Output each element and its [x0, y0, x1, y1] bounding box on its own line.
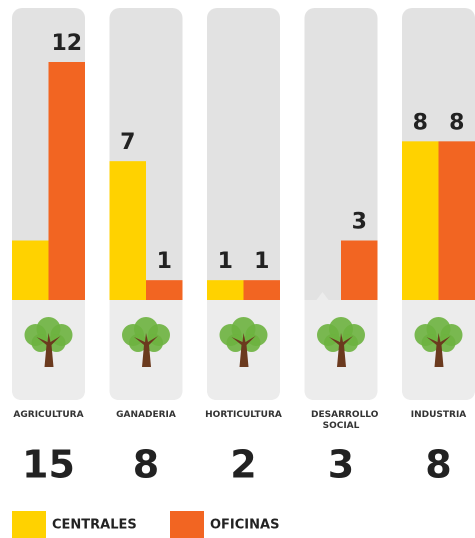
category-label: AGRICULTURA: [4, 410, 94, 421]
total-label: 2: [230, 443, 256, 487]
legend-swatch: [170, 511, 204, 538]
category-label: INDUSTRIA: [394, 410, 475, 421]
legend-label: OFICINAS: [210, 518, 279, 533]
value-label: 1: [254, 249, 269, 274]
bar: [439, 141, 475, 300]
bar: [244, 280, 281, 300]
total-label: 8: [425, 443, 451, 487]
legend-label: CENTRALES: [52, 518, 137, 533]
value-label: 8: [449, 110, 464, 135]
chart: 121571811233888CENTRALESOFICINAS: [0, 0, 475, 538]
category-label: HORTICULTURA: [199, 410, 289, 421]
bar: [207, 280, 244, 300]
total-label: 3: [328, 443, 354, 487]
legend-swatch: [12, 511, 46, 538]
total-label: 8: [133, 443, 159, 487]
bar: [110, 161, 147, 300]
value-label: 12: [51, 31, 82, 56]
bar: [341, 241, 378, 301]
bar: [12, 241, 49, 301]
value-label: 7: [120, 130, 135, 155]
page: 121571811233888CENTRALESOFICINAS (() => …: [0, 0, 475, 538]
value-label: 3: [352, 210, 367, 235]
value-label: 8: [413, 110, 428, 135]
bar: [402, 141, 439, 300]
bar: [49, 62, 86, 300]
bar: [146, 280, 183, 300]
category-label: DESARROLLO SOCIAL: [311, 410, 371, 432]
category-label: GANADERIA: [101, 410, 191, 421]
total-label: 15: [22, 443, 75, 487]
value-label: 1: [218, 249, 233, 274]
value-label: 1: [157, 249, 172, 274]
